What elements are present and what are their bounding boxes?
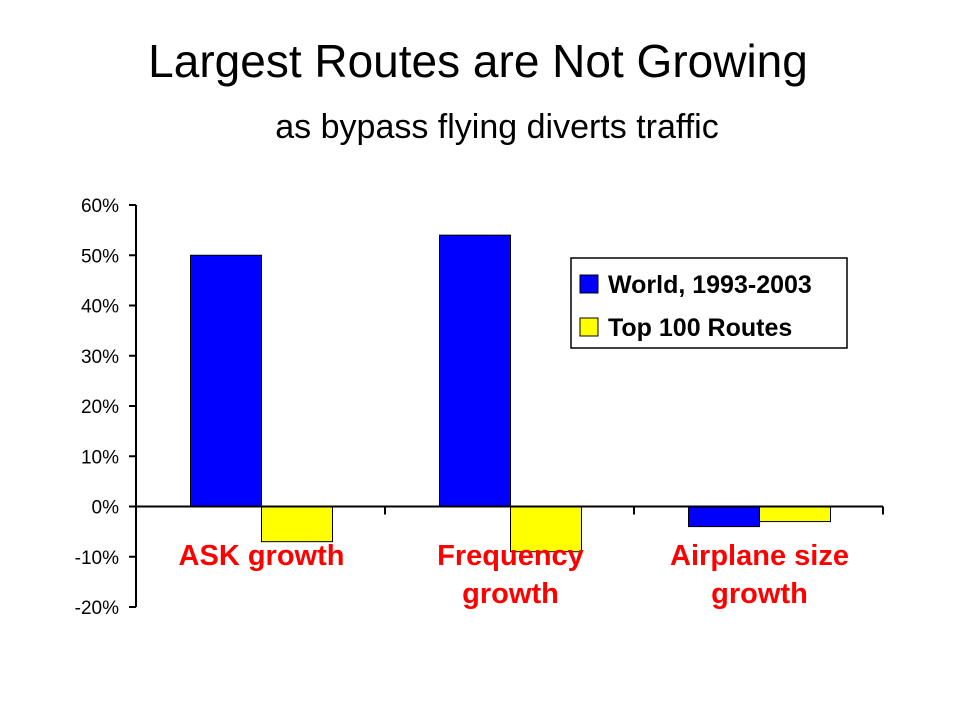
y-tick-label: 30%: [81, 347, 119, 368]
legend-label: World, 1993-2003: [608, 271, 812, 299]
category-label: growth: [711, 578, 808, 610]
y-tick-label: 20%: [81, 397, 119, 418]
y-tick-label: 0%: [92, 498, 120, 519]
legend: World, 1993-2003 Top 100 Routes: [570, 257, 848, 349]
bar-top100-3: [759, 506, 831, 523]
y-tick-label: 10%: [81, 447, 119, 468]
bar-world-1: [190, 254, 262, 507]
category-label: ASK growth: [179, 540, 345, 572]
legend-box: [570, 257, 848, 349]
bar-world-2: [439, 234, 511, 507]
slide-subtitle-text: as bypass flying diverts traffic: [275, 108, 719, 146]
slide-title: Largest Routes are Not Growing: [0, 34, 960, 88]
y-tick-label: 40%: [81, 297, 119, 318]
legend-swatch: [579, 274, 599, 294]
slide-subtitle: as bypass flying diverts traffic: [0, 108, 960, 147]
y-tick-label: -10%: [75, 548, 119, 569]
slide-title-text: Largest Routes are Not Growing: [148, 35, 808, 87]
y-tick-label: 50%: [81, 246, 119, 267]
axes: 60% 50% 40% 30% 20% 10% 0% -10% -20%: [75, 196, 884, 619]
legend-label: Top 100 Routes: [608, 314, 792, 342]
y-tick-label: 60%: [81, 196, 119, 217]
bar-world-3: [688, 506, 760, 528]
category-label: growth: [462, 578, 559, 610]
bar-top100-1: [261, 506, 333, 543]
category-label: Frequency: [437, 540, 584, 572]
category-labels: ASK growth Frequency growth Airplane size gr…: [179, 540, 849, 610]
y-tick-label: -20%: [75, 598, 119, 619]
legend-swatch: [579, 317, 599, 337]
category-label: Airplane size: [670, 540, 849, 572]
